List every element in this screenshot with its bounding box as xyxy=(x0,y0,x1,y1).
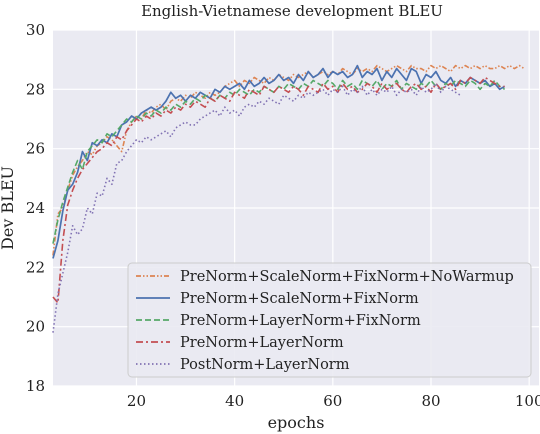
x-tick-label: 80 xyxy=(421,392,440,410)
y-tick-label: 26 xyxy=(26,140,45,158)
legend: PreNorm+ScaleNorm+FixNorm+NoWarmup PreNor… xyxy=(127,262,532,378)
series-line-3 xyxy=(52,79,506,244)
x-tick-label: 100 xyxy=(515,392,540,410)
y-tick-label: 24 xyxy=(26,199,45,217)
series-line-4 xyxy=(52,76,505,304)
series-lines xyxy=(52,64,525,333)
series-line-2 xyxy=(52,64,506,259)
y-tick-label: 22 xyxy=(26,258,45,276)
y-tick-label: 28 xyxy=(26,80,45,98)
series-line-5 xyxy=(52,82,461,333)
y-tick-label: 18 xyxy=(26,377,45,395)
chart-title: English-Vietnamese development BLEU xyxy=(141,2,443,20)
x-tick-label: 60 xyxy=(323,392,342,410)
x-tick-label: 40 xyxy=(225,392,244,410)
x-tick-label: 20 xyxy=(127,392,146,410)
x-axis-title: epochs xyxy=(268,413,325,432)
legend-entry-label: PreNorm+LayerNorm xyxy=(180,335,344,351)
legend-box xyxy=(127,262,532,378)
y-tick-label: 20 xyxy=(26,318,45,336)
legend-entry-label: PreNorm+ScaleNorm+FixNorm+NoWarmup xyxy=(180,269,514,285)
tick-labels: 20 40 60 80 100 18 20 22 24 26 28 30 xyxy=(26,21,540,410)
legend-entry-label: PreNorm+ScaleNorm+FixNorm xyxy=(180,291,419,307)
y-axis-title: Dev BLEU xyxy=(0,166,17,250)
legend-entry-label: PreNorm+LayerNorm+FixNorm xyxy=(180,313,421,329)
legend-entry-label: PostNorm+LayerNorm xyxy=(180,357,350,373)
y-tick-label: 30 xyxy=(26,21,45,39)
